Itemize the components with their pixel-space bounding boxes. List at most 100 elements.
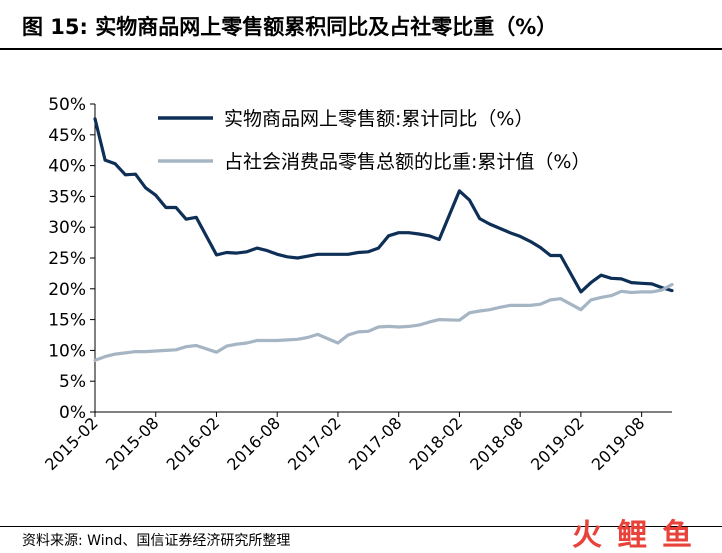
title-divider — [0, 48, 722, 50]
data-point-1 — [468, 198, 471, 202]
y-tick-label: 0% — [59, 403, 86, 423]
data-point-2 — [316, 333, 320, 336]
data-point-2 — [275, 339, 279, 342]
series-line-1 — [93, 117, 674, 294]
data-point-1 — [184, 217, 188, 221]
data-point-2 — [458, 318, 461, 322]
data-point-2 — [225, 344, 228, 348]
data-point-1 — [478, 217, 482, 220]
data-point-1 — [93, 117, 97, 121]
data-point-1 — [306, 254, 309, 258]
x-tick-label: 2018-08 — [466, 413, 527, 474]
legend-label-1: 实物商品网上零售额:累计同比（%） — [224, 108, 533, 130]
y-tick-label: 35% — [48, 187, 86, 207]
data-point-2 — [488, 308, 492, 312]
data-point-2 — [134, 350, 137, 353]
line-chart: 0%5%10%15%20%25%30%35%40%45%50%2015-02 20… — [41, 95, 674, 474]
data-point-1 — [437, 238, 441, 241]
data-point-2 — [93, 359, 97, 362]
source-note: 资料来源: Wind、国信证券经济研究所整理 — [22, 533, 291, 549]
series-layer — [93, 117, 674, 362]
data-point-2 — [549, 298, 552, 302]
y-tick-label: 20% — [48, 280, 86, 300]
data-point-2 — [589, 298, 593, 302]
y-tick-label: 30% — [48, 218, 86, 238]
data-point-2 — [215, 350, 218, 354]
data-point-2 — [610, 294, 613, 297]
data-point-1 — [539, 246, 542, 249]
watermark-char: 鱼 — [662, 518, 692, 553]
legend-label-2: 占社会消费品零售总额的比重:累计值（%） — [224, 151, 590, 173]
data-point-1 — [194, 216, 198, 219]
data-point-2 — [559, 297, 562, 300]
x-tick-label: 2018-02 — [406, 413, 467, 474]
data-point-2 — [235, 342, 238, 346]
data-point-1 — [640, 282, 643, 285]
x-tick-label: 2019-08 — [588, 413, 649, 474]
data-point-1 — [599, 273, 603, 277]
data-point-1 — [397, 231, 401, 234]
data-point-2 — [154, 349, 157, 353]
data-point-1 — [235, 251, 238, 255]
data-point-2 — [640, 290, 643, 294]
data-point-2 — [417, 323, 421, 327]
data-point-2 — [164, 349, 168, 352]
x-tick-label: 2016-08 — [223, 413, 284, 474]
data-point-2 — [356, 330, 360, 334]
data-point-1 — [488, 222, 492, 226]
data-point-1 — [174, 206, 178, 209]
data-point-2 — [336, 341, 340, 345]
watermark-logo: 火 鲤 鱼 — [562, 520, 712, 552]
data-point-2 — [255, 339, 259, 342]
data-point-1 — [275, 253, 279, 256]
y-tick-label: 50% — [48, 95, 86, 115]
data-point-1 — [549, 254, 552, 257]
data-point-1 — [559, 254, 562, 257]
x-tick-label: 2017-08 — [345, 413, 406, 474]
data-point-2 — [174, 348, 178, 352]
data-point-2 — [498, 306, 502, 309]
watermark-char: 鲤 — [617, 518, 647, 553]
data-point-2 — [437, 318, 441, 321]
data-point-1 — [589, 281, 593, 284]
data-point-1 — [630, 281, 633, 284]
data-point-1 — [265, 249, 269, 252]
data-point-1 — [417, 232, 421, 236]
data-point-1 — [407, 231, 411, 234]
data-point-1 — [508, 231, 512, 234]
data-point-2 — [144, 350, 147, 353]
data-point-2 — [397, 325, 401, 329]
data-point-2 — [184, 345, 188, 349]
data-point-1 — [144, 186, 147, 190]
data-point-1 — [529, 240, 532, 243]
data-point-1 — [356, 251, 360, 254]
data-point-2 — [660, 288, 664, 292]
data-point-1 — [154, 193, 157, 197]
data-point-2 — [650, 290, 654, 294]
data-point-2 — [468, 311, 471, 315]
data-point-1 — [650, 282, 654, 286]
y-tick-label: 45% — [48, 126, 86, 146]
data-point-2 — [508, 304, 512, 307]
y-tick-label: 5% — [59, 372, 86, 392]
data-point-1 — [387, 234, 390, 238]
data-point-1 — [164, 206, 168, 209]
data-point-1 — [245, 250, 249, 254]
data-point-2 — [367, 330, 370, 333]
data-point-2 — [630, 291, 633, 294]
data-point-2 — [620, 290, 623, 293]
data-point-2 — [518, 304, 522, 307]
data-point-2 — [346, 333, 350, 337]
data-point-1 — [670, 289, 674, 292]
watermark-char: 火 — [572, 518, 602, 553]
data-point-1 — [124, 173, 127, 177]
data-point-1 — [286, 255, 289, 259]
y-tick-label: 40% — [48, 157, 86, 177]
data-point-2 — [599, 296, 603, 299]
data-point-1 — [367, 250, 370, 254]
data-point-1 — [498, 227, 502, 230]
data-point-2 — [306, 336, 309, 339]
data-point-1 — [346, 253, 350, 256]
data-point-2 — [113, 352, 117, 356]
data-point-2 — [296, 338, 299, 341]
